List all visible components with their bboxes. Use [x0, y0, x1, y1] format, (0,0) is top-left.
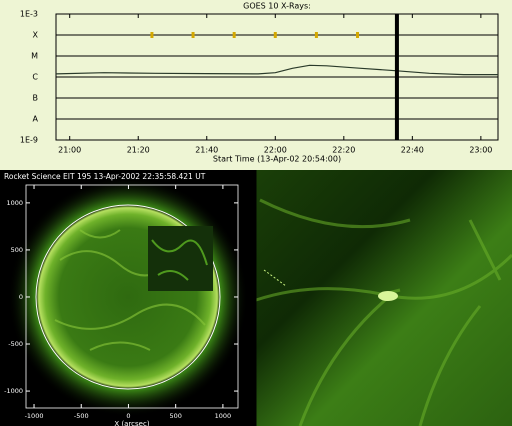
image-marker: [356, 32, 360, 38]
zoom-bright-point: [378, 291, 398, 301]
inset-image: [148, 226, 213, 291]
y-tick-label: 500: [11, 246, 23, 254]
x-tick-label: 23:00: [469, 146, 492, 155]
inset-features: [151, 239, 208, 281]
y-tick-label: -500: [8, 340, 23, 348]
x-tick-label: 22:00: [264, 146, 287, 155]
y-tick-label: B: [33, 94, 39, 103]
x-tick-label: 0: [126, 412, 130, 420]
image-marker: [273, 32, 277, 38]
x-tick-label: 22:20: [332, 146, 355, 155]
image-marker: [191, 32, 195, 38]
flux-line: [55, 64, 498, 76]
limb-circle: [35, 204, 221, 390]
x-tick-label: 22:40: [401, 146, 424, 155]
zoom-streak: [263, 269, 287, 287]
image-title: Rocket Science EIT 195 13-Apr-2002 22:35…: [4, 172, 206, 181]
image-marker: [232, 32, 236, 38]
y-tick-label: 1E-3: [20, 10, 38, 19]
x-axis-label: Start Time (13-Apr-02 20:54:00): [213, 155, 341, 164]
image-marker: [150, 32, 154, 38]
x-axis-label: X (arcsec): [114, 420, 149, 426]
chart-title: GOES 10 X-Rays:: [243, 2, 311, 11]
y-tick-label: -1000: [4, 387, 23, 395]
x-tick-label: 21:40: [195, 146, 218, 155]
y-tick-label: X: [33, 31, 39, 40]
x-tick-label: -500: [74, 412, 89, 420]
y-tick-label: 1E-9: [20, 136, 38, 145]
time-cursor: [394, 14, 399, 140]
y-tick-label: 0: [19, 293, 23, 301]
plot-background: [0, 0, 512, 170]
x-tick-label: 21:00: [58, 146, 81, 155]
y-tick-label: C: [32, 73, 38, 82]
y-tick-label: 1000: [6, 199, 23, 207]
disk-features: [54, 229, 206, 351]
x-tick-label: -1000: [25, 412, 44, 420]
x-tick-label: 21:20: [127, 146, 150, 155]
y-tick-label: M: [31, 52, 38, 61]
x-tick-label: 500: [169, 412, 181, 420]
image-marker: [314, 32, 318, 38]
x-tick-label: 1000: [215, 412, 232, 420]
y-tick-label: A: [33, 115, 39, 124]
